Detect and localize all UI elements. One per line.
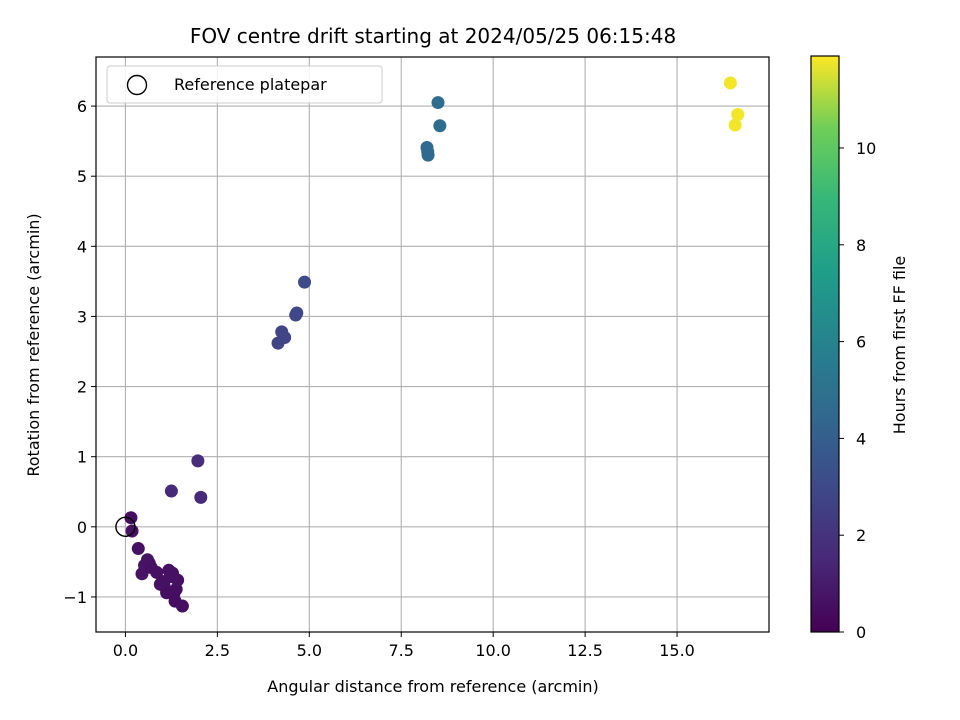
y-tick-label: −1 [63,588,87,607]
scatter-point [290,306,304,320]
colorbar-tick-label: 4 [856,429,866,448]
grid-lines [96,57,769,632]
legend-entry-reference: Reference platepar [174,75,327,94]
x-axis-label: Angular distance from reference (arcmin) [267,677,598,696]
scatter-point [175,599,189,613]
colorbar-tick-label: 0 [856,623,866,642]
scatter-point [431,96,445,110]
x-tick-label: 7.5 [389,641,414,660]
colorbar-tick-label: 10 [856,139,876,158]
scatter-point [171,573,185,587]
colorbar-ticks: 0 2 4 6 8 10 [839,139,876,642]
reference-marker-layer [115,516,136,538]
scatter-point [421,145,435,159]
chart-title: FOV centre drift starting at 2024/05/25 … [190,24,676,48]
colorbar-label: Hours from first FF file [890,256,909,435]
scatter-point [298,275,312,289]
scatter-point [131,542,145,556]
scatter-point [278,330,292,344]
x-tick-label: 10.0 [475,641,511,660]
y-tick-label: 3 [77,307,87,326]
scatter-point [164,484,178,498]
y-axis-label: Rotation from reference (arcmin) [24,213,43,476]
colorbar-tick-label: 8 [856,236,866,255]
y-axis-ticks: −1 0 1 2 3 4 5 6 [63,97,96,607]
plot-frame [95,56,770,633]
x-tick-label: 15.0 [659,641,695,660]
y-tick-label: 2 [77,378,87,397]
reference-platepar-marker [115,516,136,538]
x-tick-label: 5.0 [297,641,322,660]
y-tick-label: 0 [77,518,87,537]
legend: Reference platepar [106,65,383,104]
y-tick-label: 1 [77,448,87,467]
scatter-point [433,119,447,133]
legend-box [106,65,383,104]
legend-marker-reference [126,74,148,96]
scatter-point [124,511,138,525]
scatter-points [124,76,745,613]
scatter-point [723,76,737,90]
colorbar-gradient [810,55,840,633]
scatter-point [728,118,742,132]
scatter-point [191,454,205,468]
colorbar-tick-label: 6 [856,333,866,352]
x-tick-label: 0.0 [113,641,138,660]
colorbar: 0 2 4 6 8 10 Hours from first FF file [810,55,909,642]
colorbar-tick-label: 2 [856,526,866,545]
x-tick-label: 2.5 [205,641,230,660]
x-tick-label: 12.5 [567,641,603,660]
y-tick-label: 5 [77,167,87,186]
y-tick-label: 4 [77,237,87,256]
y-tick-label: 6 [77,97,87,116]
scatter-point [731,108,745,121]
scatter-point [194,490,208,504]
x-axis-ticks: 0.0 2.5 5.0 7.5 10.0 12.5 15.0 [113,632,695,660]
